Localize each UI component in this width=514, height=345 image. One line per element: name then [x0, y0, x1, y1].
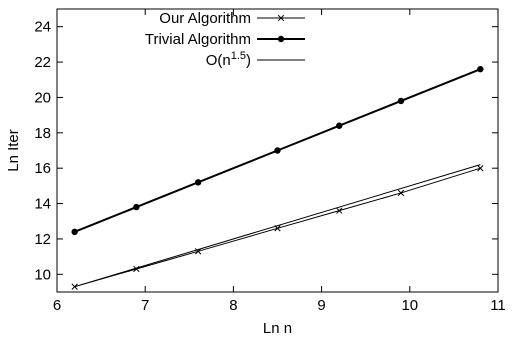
- y-tick-label: 12: [34, 231, 51, 248]
- legend-marker: [277, 35, 285, 43]
- y-tick-label: 16: [34, 160, 51, 177]
- y-tick-label: 24: [34, 19, 51, 36]
- series-1: [71, 65, 484, 236]
- legend-label: O(n1.5): [206, 50, 251, 69]
- marker-stroke: [397, 189, 405, 197]
- data-point: [194, 179, 202, 186]
- y-tick-label: 10: [34, 266, 51, 283]
- series-layer: [71, 65, 484, 290]
- data-point: [336, 122, 343, 129]
- x-tick-label: 6: [53, 297, 61, 314]
- legend-item-1: Trivial Algorithm: [145, 31, 305, 48]
- series-0: [71, 165, 484, 290]
- marker-stroke: [477, 165, 484, 172]
- data-point: [71, 228, 78, 236]
- data-point: [133, 203, 140, 211]
- series-2: [74, 164, 481, 288]
- data-point: [336, 207, 343, 214]
- legend-label: Our Algorithm: [159, 10, 251, 27]
- legend-item-2: O(n1.5): [206, 50, 305, 69]
- y-tick-label: 22: [34, 54, 51, 71]
- data-point: [477, 65, 484, 73]
- x-tick-label: 7: [141, 297, 149, 314]
- legend-label-main: O(n: [206, 52, 231, 69]
- x-tick-label: 10: [401, 297, 418, 314]
- legend-label: Trivial Algorithm: [145, 31, 251, 48]
- marker-stroke: [274, 225, 281, 232]
- y-tick-label: 20: [34, 89, 51, 106]
- y-axis-title: Ln Iter: [5, 129, 22, 172]
- data-point: [477, 165, 484, 172]
- legend: Our Algorithm Trivial Algorithm O(n1.5): [145, 10, 305, 69]
- plot-frame: [56, 8, 499, 293]
- y-tick-label: 18: [34, 125, 51, 142]
- marker-stroke: [336, 207, 343, 214]
- legend-label-close: ): [246, 52, 251, 69]
- data-point: [274, 147, 281, 154]
- data-point: [397, 97, 405, 105]
- series-line: [74, 164, 481, 288]
- x-axis-title: Ln n: [263, 320, 292, 337]
- series-line: [74, 167, 481, 288]
- legend-label-superscript: 1.5: [231, 50, 246, 62]
- x-tick-label: 11: [490, 297, 506, 314]
- data-point: [397, 189, 405, 197]
- legend-item-0: Our Algorithm: [159, 10, 305, 27]
- x-tick-label: 8: [229, 297, 237, 314]
- marker-stroke: [277, 14, 285, 22]
- x-tick-label: 9: [317, 297, 325, 314]
- legend-marker: [277, 14, 285, 22]
- axes: 6 7 8 9 10 11 10 12 14 16 18 20 22 24 Ln n Ln Iter: [5, 8, 506, 337]
- y-tick-label: 14: [34, 196, 51, 213]
